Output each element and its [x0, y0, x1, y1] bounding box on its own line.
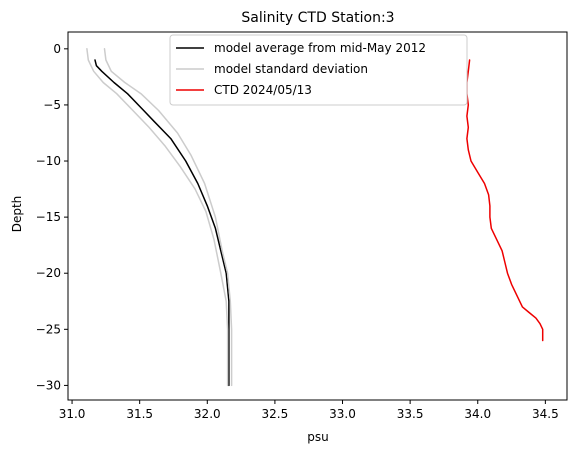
- series-line-2: [86, 48, 229, 387]
- y-tick-label: −5: [43, 98, 61, 112]
- x-tick-label: 34.5: [532, 407, 559, 421]
- legend-label: CTD 2024/05/13: [214, 83, 312, 97]
- x-tick-label: 33.5: [397, 407, 424, 421]
- y-tick-label: −10: [36, 154, 61, 168]
- x-axis-ticks: 31.0 31.5 32.0 32.5 33.0 33.5 34.0 34.5: [59, 400, 559, 421]
- x-tick-label: 31.0: [59, 407, 86, 421]
- legend: model average from mid-May 2012 model sta…: [169, 34, 468, 106]
- series-line-3: [466, 59, 544, 342]
- plot-frame: [67, 31, 568, 401]
- legend-label: model average from mid-May 2012: [214, 41, 426, 55]
- x-tick-label: 32.5: [262, 407, 289, 421]
- y-tick-label: −15: [36, 210, 61, 224]
- chart-title: Salinity CTD Station:3: [241, 10, 394, 26]
- y-axis-label: Depth: [10, 196, 24, 233]
- y-tick-label: −20: [36, 266, 61, 280]
- y-tick-label: −30: [36, 378, 61, 392]
- y-tick-label: 0: [53, 42, 61, 56]
- plot-area: [86, 48, 544, 387]
- x-tick-label: 32.0: [194, 407, 221, 421]
- y-tick-label: −25: [36, 322, 61, 336]
- series-line-0: [94, 59, 230, 387]
- x-tick-label: 34.0: [464, 407, 491, 421]
- y-axis-ticks: 0 −5 −10 −15 −20 −25 −30: [36, 42, 68, 392]
- legend-box: [169, 34, 468, 106]
- series-line-1: [103, 48, 233, 387]
- x-tick-label: 33.0: [329, 407, 356, 421]
- x-axis-label: psu: [307, 430, 328, 444]
- x-tick-label: 31.5: [126, 407, 153, 421]
- legend-label: model standard deviation: [214, 62, 368, 76]
